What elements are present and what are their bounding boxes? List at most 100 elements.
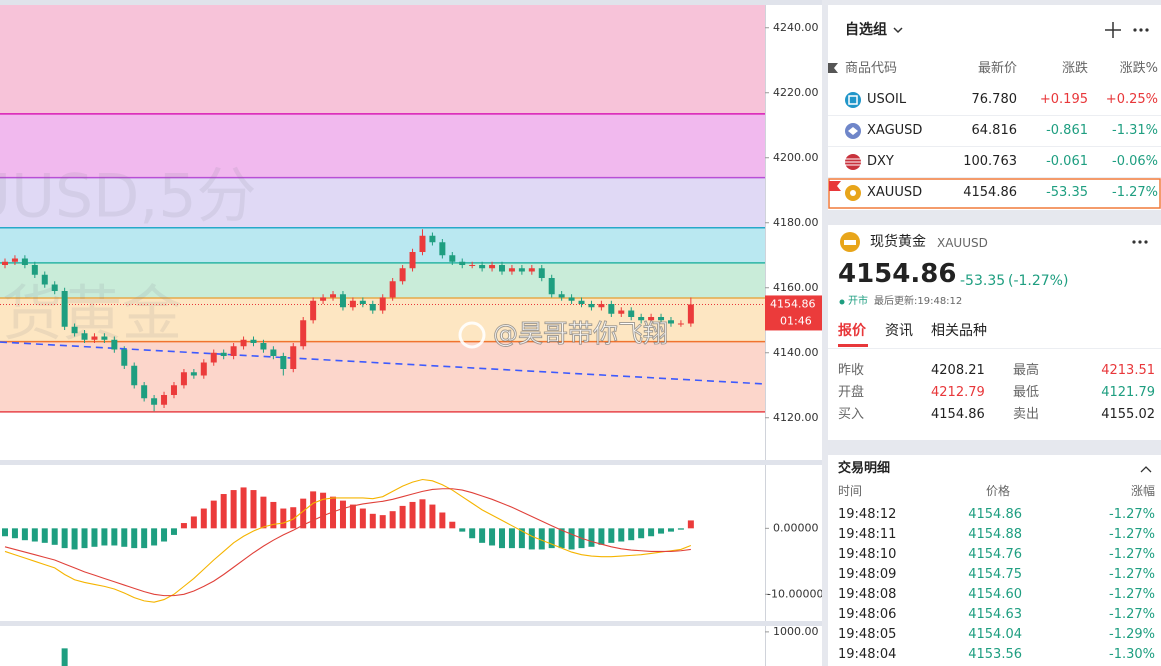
macd-bar bbox=[21, 528, 28, 541]
macd-bar bbox=[449, 521, 456, 529]
candle-body bbox=[21, 258, 28, 265]
macd-line bbox=[4, 478, 692, 603]
axis-border bbox=[765, 0, 766, 666]
macd-bar bbox=[369, 513, 376, 529]
symbol[interactable]: USOIL bbox=[867, 92, 907, 107]
candle-body bbox=[399, 268, 406, 282]
y-tick-label: -10.00000 bbox=[767, 587, 822, 600]
quote-cell: -0.06% bbox=[1112, 154, 1158, 169]
macd-bar bbox=[161, 528, 168, 542]
macd-bar bbox=[51, 528, 58, 545]
stat-label: 昨收 bbox=[838, 363, 865, 378]
y-tick-label: 4200.00 bbox=[773, 151, 819, 164]
macd-bar bbox=[2, 528, 8, 537]
macd-bar bbox=[538, 528, 545, 550]
panel-separator bbox=[0, 0, 822, 5]
trade-cell: 4154.63 bbox=[968, 607, 1022, 622]
candle-body bbox=[161, 395, 168, 405]
candle-body bbox=[310, 300, 317, 321]
trade-cell: -1.27% bbox=[1109, 587, 1155, 602]
candle-body bbox=[91, 336, 98, 340]
macd-bar bbox=[300, 498, 307, 529]
column-header: 涨跌 bbox=[1061, 61, 1088, 76]
quote-cell: -53.35 bbox=[1046, 185, 1088, 200]
stat-value: 4208.21 bbox=[931, 363, 985, 378]
watchlist-title: 自选组 bbox=[845, 22, 887, 38]
column-header: 涨幅 bbox=[1130, 484, 1155, 498]
candle-body bbox=[489, 265, 496, 269]
candle-body bbox=[180, 372, 187, 386]
macd-bar bbox=[508, 528, 515, 549]
candle-body bbox=[111, 339, 118, 350]
quote-cell: -0.061 bbox=[1046, 154, 1088, 169]
macd-bar bbox=[419, 499, 426, 529]
macd-bar bbox=[359, 508, 366, 529]
macd-bar bbox=[111, 528, 118, 546]
macd-bar bbox=[598, 528, 605, 545]
macd-bar bbox=[230, 490, 237, 529]
candle-body bbox=[508, 268, 515, 272]
column-header: 涨跌% bbox=[1119, 61, 1158, 76]
overlay-text: @昊哥带你飞翔 bbox=[493, 319, 668, 348]
macd-bar bbox=[608, 528, 615, 543]
tab[interactable]: 资讯 bbox=[885, 323, 913, 339]
candle-body bbox=[131, 365, 138, 386]
quote-panel bbox=[828, 225, 1161, 440]
trade-cell: 4154.86 bbox=[968, 507, 1022, 522]
macd-bar bbox=[310, 491, 317, 529]
candle-body bbox=[81, 333, 88, 340]
symbol[interactable]: XAGUSD bbox=[867, 123, 923, 138]
last-updated: 最后更新:19:48:12 bbox=[874, 296, 963, 307]
y-tick-label: 0.00000 bbox=[773, 521, 819, 534]
candle-body bbox=[31, 265, 38, 275]
trade-cell: -1.27% bbox=[1109, 527, 1155, 542]
y-tick-label: 4120.00 bbox=[773, 411, 819, 424]
candle-body bbox=[230, 346, 237, 356]
candle-body bbox=[598, 304, 605, 308]
quote-cell: -1.31% bbox=[1112, 123, 1158, 138]
macd-bar bbox=[330, 496, 337, 529]
candle-body bbox=[369, 304, 376, 311]
macd-bar bbox=[339, 500, 346, 529]
stat-value: 4213.51 bbox=[1101, 363, 1155, 378]
stat-value: 4212.79 bbox=[931, 385, 985, 400]
candle-body bbox=[61, 291, 68, 327]
macd-bar bbox=[280, 508, 287, 529]
macd-bar bbox=[409, 501, 416, 529]
macd-bar bbox=[638, 528, 645, 539]
volume-bar bbox=[61, 648, 68, 666]
candle-body bbox=[658, 317, 665, 321]
candle-body bbox=[141, 385, 148, 399]
trade-cell: 4154.88 bbox=[968, 527, 1022, 542]
macd-bar bbox=[260, 496, 267, 529]
tab[interactable]: 相关品种 bbox=[931, 323, 987, 339]
column-header: 商品代码 bbox=[845, 61, 898, 76]
macd-bar bbox=[479, 528, 486, 543]
candle-body bbox=[121, 349, 128, 366]
candle-body bbox=[638, 317, 645, 321]
quote-cell: +0.195 bbox=[1039, 92, 1088, 107]
symbol[interactable]: DXY bbox=[867, 154, 894, 169]
stat-value: 4154.86 bbox=[931, 407, 985, 422]
stat-label: 卖出 bbox=[1013, 407, 1040, 422]
trade-cell: 4153.56 bbox=[968, 647, 1022, 662]
watchlist-panel bbox=[828, 5, 1161, 210]
candle-body bbox=[210, 352, 217, 363]
macd-bar bbox=[200, 508, 207, 529]
overlay-logo bbox=[458, 321, 486, 349]
level-band bbox=[0, 227, 765, 263]
candle-body bbox=[379, 297, 386, 311]
level-band bbox=[0, 262, 765, 299]
trade-cell: 19:48:12 bbox=[838, 507, 897, 522]
trade-cell: 19:48:04 bbox=[838, 647, 897, 662]
candle-body bbox=[628, 310, 635, 317]
macd-bar bbox=[141, 528, 148, 549]
candle-body bbox=[320, 297, 327, 301]
quote-cell: 4154.86 bbox=[963, 185, 1017, 200]
quote-name: 现货黄金 bbox=[870, 234, 926, 250]
trend-line bbox=[0, 341, 766, 385]
tab[interactable]: 报价 bbox=[838, 323, 866, 339]
trade-cell: 19:48:05 bbox=[838, 627, 897, 642]
candle-body bbox=[300, 320, 307, 347]
symbol[interactable]: XAUUSD bbox=[867, 185, 923, 200]
